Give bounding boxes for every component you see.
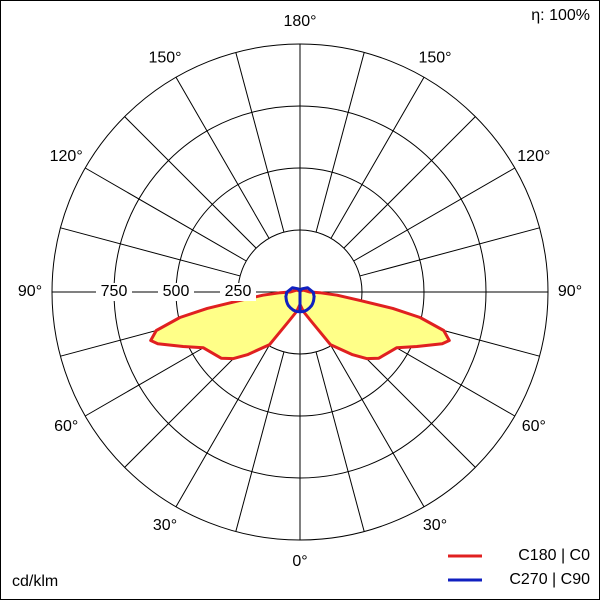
spoke [315,351,365,532]
label-bg [220,283,256,301]
spoke [60,227,241,277]
angle-label: 30° [423,517,447,534]
angle-label: 120° [50,148,83,165]
spoke [315,52,365,233]
angle-label: 150° [418,49,451,66]
angle-label: 90° [558,283,582,300]
angle-label: 0° [292,553,307,570]
spoke [124,116,257,249]
angle-label: 30° [153,517,177,534]
efficiency-note: η: 100% [531,7,590,24]
intensity-curve [284,286,302,314]
angle-label: 180° [283,13,316,30]
intensity-curve [298,286,316,314]
label-bg [550,283,590,301]
spoke [330,76,425,239]
r-tick-label: 250 [225,283,252,300]
spoke [175,76,270,239]
label-bg [158,283,194,301]
spoke [175,345,270,508]
angle-label: 90° [18,283,42,300]
legend-label: C180 | C0 [518,547,590,564]
intensity-fill [150,290,300,359]
spoke [235,52,285,233]
label-bg [10,283,50,301]
legend-label: C270 | C90 [509,571,590,588]
spoke [84,167,247,262]
spoke [359,227,540,277]
angle-label: 60° [522,418,546,435]
unit-label: cd/klm [12,573,58,590]
angle-label: 120° [517,148,550,165]
intensity-fill [300,290,450,359]
label-bg [96,283,132,301]
intensity-curve [149,288,302,361]
spoke [330,345,425,508]
angle-label: 150° [148,49,181,66]
intensity-curve [298,288,451,361]
spoke [235,351,285,532]
spoke [353,167,516,262]
spoke [343,116,476,249]
r-tick-label: 500 [163,283,190,300]
r-tick-label: 750 [101,283,128,300]
outer-ring [51,43,549,541]
angle-label: 60° [54,418,78,435]
